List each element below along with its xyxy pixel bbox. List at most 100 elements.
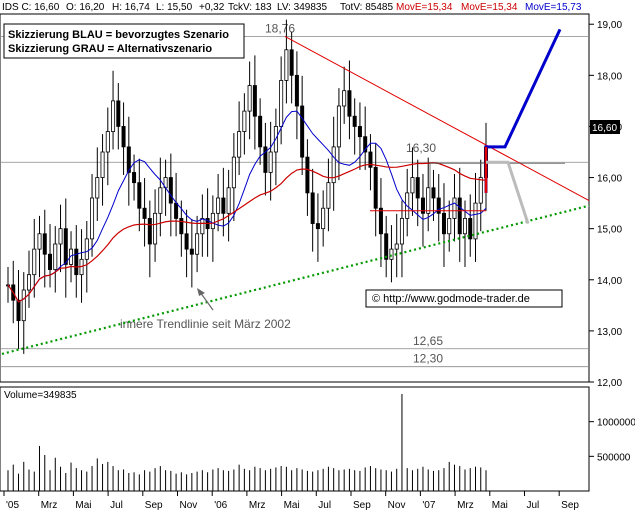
volume-tick-label: 1000000 bbox=[597, 418, 635, 429]
price-bar-body bbox=[69, 248, 74, 265]
price-bar-body bbox=[394, 243, 399, 250]
chart-annotation: innere Trendlinie seit März 2002 bbox=[120, 317, 291, 331]
price-bar-body bbox=[58, 228, 63, 245]
price-bar-body bbox=[378, 207, 383, 235]
x-tick-label: Mrz bbox=[249, 500, 266, 511]
header-change: +0,32 bbox=[199, 2, 225, 13]
price-bar-body bbox=[263, 146, 268, 173]
header-ma1: MovE=15,34 bbox=[396, 2, 453, 13]
y-tick-label: 15,00 bbox=[597, 225, 622, 236]
price-bar-body bbox=[153, 212, 158, 245]
x-tick-label: Jul bbox=[318, 500, 331, 511]
price-bar-body bbox=[42, 233, 47, 255]
price-bar-body bbox=[415, 177, 420, 199]
price-bar-body bbox=[326, 182, 331, 209]
header-totvol: TotV: 85485 bbox=[340, 2, 393, 13]
price-bar-body bbox=[373, 166, 378, 209]
x-tick-label: Jul bbox=[526, 500, 539, 511]
price-bar-body bbox=[447, 218, 452, 235]
chart-annotation: 18,76 bbox=[265, 21, 295, 35]
price-bar-body bbox=[132, 172, 137, 184]
x-tick-label: Mai bbox=[75, 500, 91, 511]
scenario-legend-grey: Skizzierung GRAU = Alternativszenario bbox=[8, 43, 212, 55]
x-tick-label: Mrz bbox=[41, 500, 58, 511]
price-bar-body bbox=[468, 218, 473, 240]
price-bar-body bbox=[126, 146, 131, 173]
price-bar-body bbox=[142, 207, 147, 219]
price-bar-body bbox=[268, 151, 273, 173]
resistance-trendline bbox=[284, 36, 590, 201]
price-bar-body bbox=[195, 233, 200, 255]
price-bar-body bbox=[48, 253, 53, 270]
last-price-label: 16,60 bbox=[592, 123, 617, 134]
x-tick-label: '06 bbox=[214, 500, 227, 511]
price-bar-body bbox=[410, 177, 415, 194]
y-tick-label: 16,00 bbox=[597, 174, 622, 185]
x-tick-label: Nov bbox=[179, 500, 197, 511]
x-tick-label: Jul bbox=[110, 500, 123, 511]
price-bar-body bbox=[158, 187, 163, 214]
price-bar-body bbox=[384, 233, 389, 260]
y-tick-label: 14,00 bbox=[597, 276, 622, 287]
price-bar-body bbox=[452, 197, 457, 219]
last-price-marker: 16,60 bbox=[590, 120, 620, 134]
scenario-legend: Skizzierung BLAU = bevorzugtes Szenario … bbox=[3, 23, 245, 59]
price-bar-body bbox=[258, 115, 263, 148]
price-bar-body bbox=[305, 156, 310, 194]
x-tick-label: Sep bbox=[145, 500, 163, 511]
price-bar-body bbox=[310, 192, 315, 224]
x-tick-label: Nov bbox=[388, 500, 406, 511]
scenario-legend-box bbox=[3, 23, 245, 59]
header-ma2: MovE=15,34 bbox=[461, 2, 518, 13]
header-low: L: 15,50 bbox=[156, 2, 193, 13]
x-tick-label: Sep bbox=[561, 500, 579, 511]
price-bar-body bbox=[16, 299, 21, 322]
price-bar-body bbox=[168, 177, 173, 204]
scenario-legend-blue: Skizzierung BLAU = bevorzugtes Szenario bbox=[8, 29, 229, 41]
price-bar-body bbox=[420, 197, 425, 214]
price-bar-body bbox=[279, 80, 284, 127]
moving-average-short-line bbox=[7, 110, 487, 303]
y-tick-label: 19,00 bbox=[597, 20, 622, 31]
volume-label: Volume=349835 bbox=[4, 390, 77, 401]
price-bar-body bbox=[478, 177, 483, 204]
price-bar-body bbox=[426, 187, 431, 214]
price-bar-body bbox=[226, 187, 231, 214]
price-bar-body bbox=[90, 197, 95, 240]
chart-annotation: 12,30 bbox=[413, 352, 443, 366]
copyright-text: © http://www.godmode-trader.de bbox=[372, 293, 530, 305]
price-bar-body bbox=[462, 218, 467, 235]
copyright-badge: © http://www.godmode-trader.de bbox=[365, 289, 563, 308]
price-bar-body bbox=[342, 90, 347, 107]
price-bar-body bbox=[289, 49, 294, 76]
trendline-pointer-arrowhead bbox=[197, 288, 205, 296]
price-bar-body bbox=[147, 218, 152, 245]
price-bar-body bbox=[321, 207, 326, 230]
price-bar-body bbox=[74, 248, 79, 276]
price-bar-body bbox=[399, 218, 404, 245]
price-bar-body bbox=[473, 202, 478, 240]
price-bar-body bbox=[84, 238, 89, 260]
price-bar-body bbox=[357, 126, 362, 138]
price-bar-body bbox=[200, 218, 205, 235]
copyright-box bbox=[365, 289, 563, 308]
chart-annotation: 12,65 bbox=[413, 334, 443, 348]
header-ticker: IDS C: 16,60 bbox=[2, 2, 60, 13]
price-bar-body bbox=[53, 243, 58, 270]
price-bar-body bbox=[284, 49, 289, 81]
price-bar-body bbox=[237, 131, 242, 158]
last-price-box bbox=[590, 120, 620, 134]
header-tickvol: TckV: 183 bbox=[228, 2, 272, 13]
trendline-pointer-arrow bbox=[199, 291, 214, 311]
price-bar-body bbox=[315, 223, 320, 230]
price-bar-body bbox=[189, 248, 194, 255]
x-tick-label: Mai bbox=[284, 500, 300, 511]
price-bar-body bbox=[105, 131, 110, 153]
chart-annotation: 16,30 bbox=[406, 141, 436, 155]
price-bar-body bbox=[242, 110, 247, 132]
price-bar-body bbox=[21, 289, 26, 322]
moving-average-long-line bbox=[7, 162, 487, 303]
scenario-grey-path bbox=[486, 160, 530, 225]
y-tick-label: 12,00 bbox=[597, 378, 622, 389]
header-high: H: 16,74 bbox=[112, 2, 150, 13]
